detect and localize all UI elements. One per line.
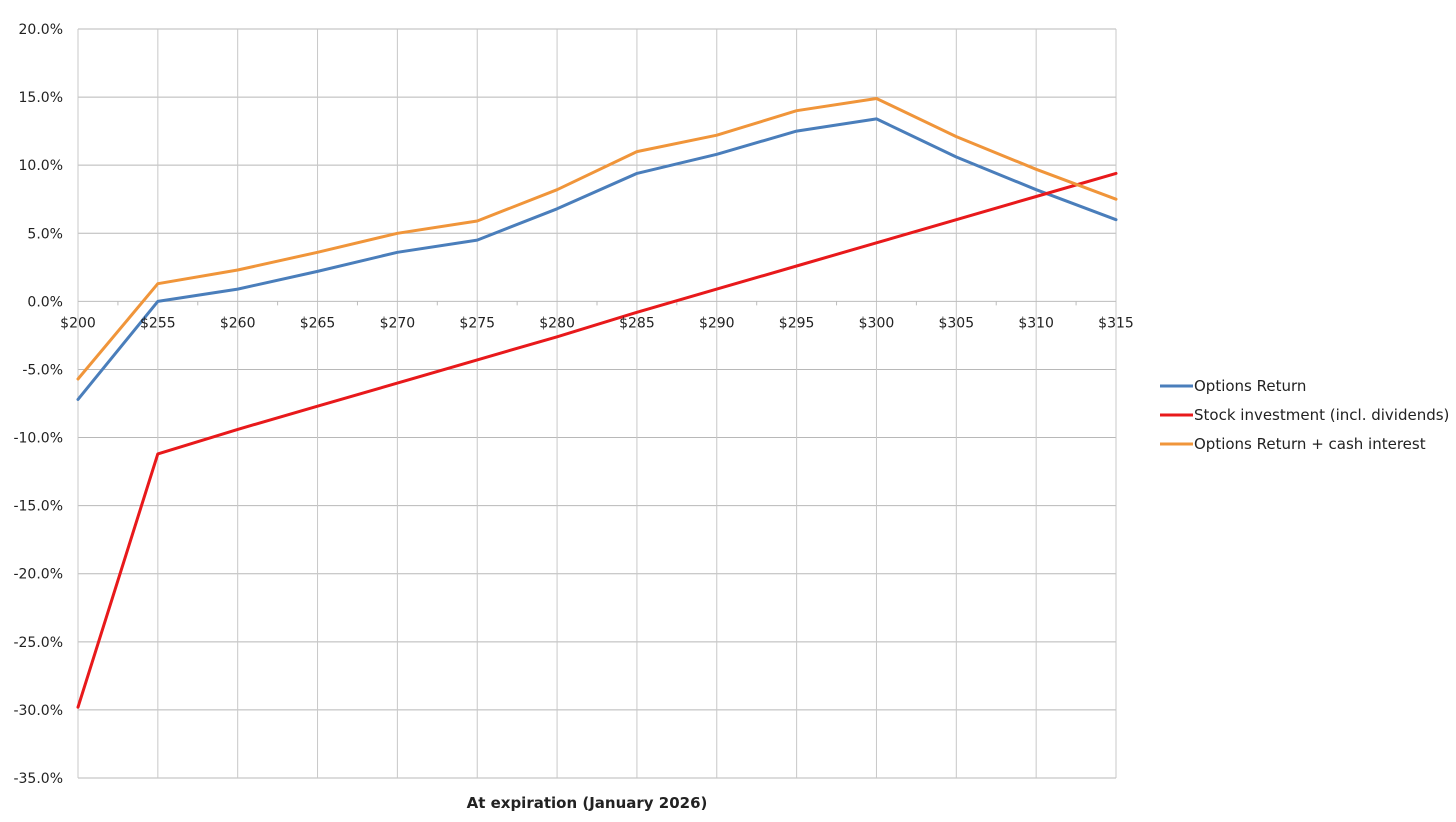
x-tick-label: $260 xyxy=(220,315,256,331)
x-tick-label: $295 xyxy=(779,315,815,331)
series-lines xyxy=(76,97,1118,709)
x-axis xyxy=(78,300,1116,306)
x-tick-label: $305 xyxy=(938,315,974,331)
x-tick-label: $285 xyxy=(619,315,655,331)
y-tick-label: -35.0% xyxy=(13,771,63,787)
y-tick-label: -30.0% xyxy=(13,703,63,719)
x-tick-label: $265 xyxy=(300,315,336,331)
legend: Options Return Stock investment (incl. di… xyxy=(1160,377,1449,453)
x-axis-title: At expiration (January 2026) xyxy=(467,794,708,812)
y-tick-label: -20.0% xyxy=(13,567,63,583)
x-tick-label: $290 xyxy=(699,315,735,331)
y-tick-label: 20.0% xyxy=(19,22,63,38)
x-tick-label: $280 xyxy=(539,315,575,331)
series-line-options-return xyxy=(76,117,1118,401)
x-tick-label: $255 xyxy=(140,315,176,331)
y-tick-label: -25.0% xyxy=(13,635,63,651)
y-tick-label: -10.0% xyxy=(13,431,63,447)
legend-label-options-return-cash-interest: Options Return + cash interest xyxy=(1194,435,1426,453)
legend-label-options-return: Options Return xyxy=(1194,377,1306,395)
x-tick-label: $200 xyxy=(60,315,96,331)
x-tick-label: $300 xyxy=(859,315,895,331)
y-tick-label: -15.0% xyxy=(13,499,63,515)
x-tick-label: $315 xyxy=(1098,315,1134,331)
y-tick-label: 10.0% xyxy=(19,158,63,174)
gridlines xyxy=(77,28,1117,779)
y-tick-label: -5.0% xyxy=(22,362,63,378)
legend-label-stock-investment-incl-dividends: Stock investment (incl. dividends) xyxy=(1194,406,1449,424)
y-tick-label: 5.0% xyxy=(27,226,63,242)
series-line-options-return-cash-interest xyxy=(76,97,1118,381)
x-tick-label: $270 xyxy=(380,315,416,331)
x-tick-labels: $200 $255 $260 $265 $270 $275 $280 $285 $290 $295… xyxy=(60,315,1134,331)
x-tick-label: $275 xyxy=(459,315,495,331)
series-line-stock-investment-incl-dividends xyxy=(76,171,1118,709)
y-tick-label: 0.0% xyxy=(27,294,63,310)
x-tick-label: $310 xyxy=(1018,315,1054,331)
y-axis: 20.0% 15.0% 10.0% 5.0% 0.0% -5.0% -10.0% -15.0%… xyxy=(13,22,63,787)
y-tick-label: 15.0% xyxy=(19,90,63,106)
